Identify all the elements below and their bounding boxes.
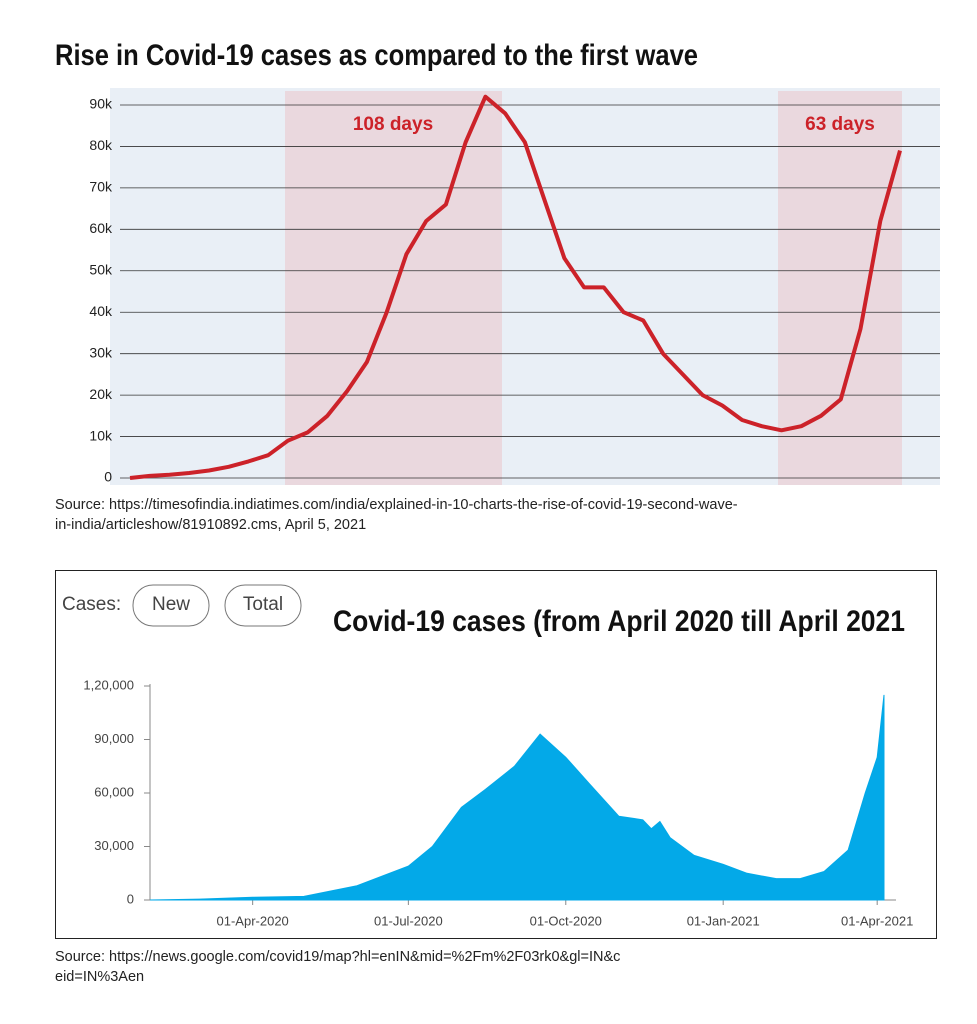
wave-region: [778, 91, 902, 485]
y-tick-label: 30k: [89, 344, 113, 360]
button[interactable]: Total: [224, 584, 302, 627]
y-tick-label: 30,000: [94, 838, 134, 853]
line: [129, 94, 902, 480]
x-tick-label: 01-Apr-2021: [841, 913, 913, 928]
y-tick-label: 0: [104, 469, 112, 485]
chart-2: 0 30,000 60,000 90,000 1,20,000 01-Apr-2020 01…: [83, 677, 913, 928]
y-tick-label: 1,20,000: [83, 677, 134, 692]
controls-label: Cases:: [62, 594, 121, 615]
y-tick-label: 90k: [89, 96, 113, 112]
button-label[interactable]: Total: [243, 594, 283, 615]
y-tick-label: 0: [127, 891, 134, 906]
source: Source: https://news.google.com/covid19/…: [55, 949, 620, 985]
button-outline[interactable]: [224, 584, 302, 627]
area: [149, 694, 885, 901]
y-tick-label: 20k: [89, 386, 113, 402]
y-tick-label: 90,000: [94, 731, 134, 746]
button-outline[interactable]: [132, 584, 210, 627]
y-tick-label: 10k: [89, 427, 113, 443]
chart-title: Covid-19 cases (from April 2020 till Apr…: [333, 605, 905, 638]
y-tick-label: 40k: [89, 303, 113, 319]
x-tick-label: 01-Apr-2020: [217, 913, 289, 928]
chart-title: Rise in Covid-19 cases as compared to th…: [55, 39, 698, 72]
annotation: 63 days: [805, 114, 875, 135]
x-tick-label: 01-Jul-2020: [374, 913, 443, 928]
y-tick-label: 80k: [89, 137, 113, 153]
annotation: 108 days: [353, 114, 433, 135]
y-tick-label: 50k: [89, 261, 113, 277]
x-tick-label: 01-Oct-2020: [530, 913, 602, 928]
y-tick-label: 60k: [89, 220, 113, 236]
button[interactable]: New: [132, 584, 210, 627]
x-tick-label: 01-Jan-2021: [687, 913, 760, 928]
button-label[interactable]: New: [152, 594, 190, 615]
chart-1: 0 10k 20k 30k 40k 50k 60k 70k 80k 90k: [89, 94, 940, 485]
source: Source: https://timesofindia.indiatimes.…: [55, 497, 738, 533]
y-tick-label: 70k: [89, 179, 113, 195]
y-tick-label: 60,000: [94, 784, 134, 799]
